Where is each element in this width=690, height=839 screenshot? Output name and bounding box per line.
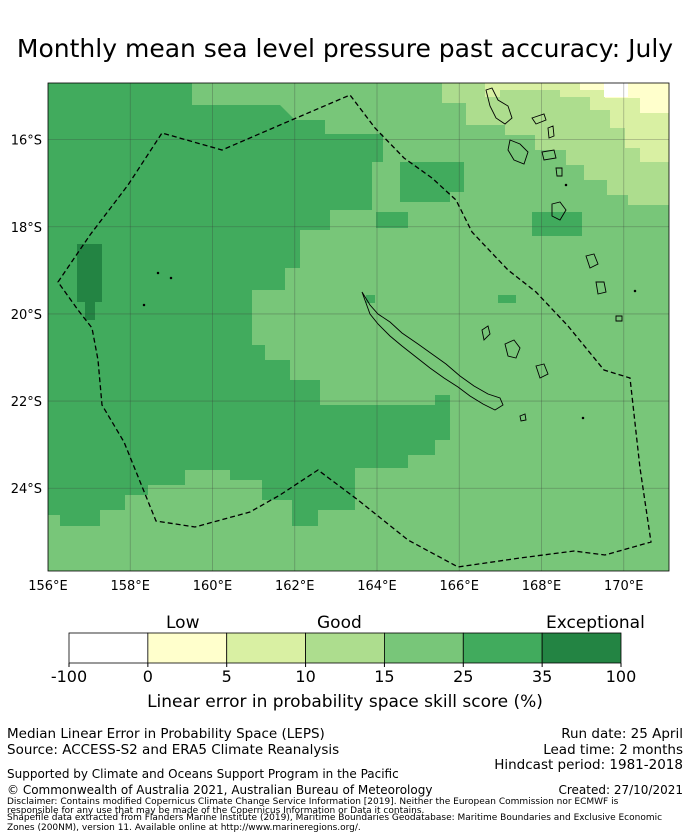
lat-tick-label: 18°S xyxy=(11,221,42,236)
colorbar-label: Linear error in probability space skill … xyxy=(147,692,543,712)
colorbar-tick-label: 5 xyxy=(221,667,232,686)
lon-tick-label: 160°E xyxy=(193,579,233,594)
lon-tick-label: 170°E xyxy=(604,579,644,594)
colorbar-segment xyxy=(226,632,306,664)
loyalty-island-ouvea xyxy=(481,325,491,341)
colorbar xyxy=(68,632,622,667)
lat-tick-label: 20°S xyxy=(11,308,42,323)
vanuatu-anatom xyxy=(615,315,623,322)
colorbar-segment xyxy=(541,632,622,664)
vanuatu-erromango xyxy=(585,253,599,269)
lon-tick-label: 164°E xyxy=(357,579,397,594)
colorbar-segment xyxy=(147,632,228,664)
copyright-text: © Commonwealth of Australia 2021, Austra… xyxy=(7,783,433,797)
source-text: Source: ACCESS-S2 and ERA5 Climate Reana… xyxy=(7,742,340,758)
colorbar-segment xyxy=(68,632,149,664)
colorbar-tick-label: 100 xyxy=(605,667,637,686)
vanuatu-espiritu-santo xyxy=(485,87,513,125)
vanuatu-ambrym xyxy=(541,149,557,161)
isle-of-pines xyxy=(519,413,527,422)
category-low: Low xyxy=(166,613,200,633)
disclaimer-line-2: responsible for any use that may be made… xyxy=(7,806,425,816)
lat-tick-label: 16°S xyxy=(11,134,42,149)
lon-tick-label: 168°E xyxy=(522,579,562,594)
colorbar-segment xyxy=(305,632,385,664)
created-date: Created: 27/10/2021 xyxy=(558,783,683,797)
new-caledonia-island xyxy=(361,291,504,411)
latitude-labels: 16°S 18°S 20°S 22°S 24°S xyxy=(11,134,42,498)
colorbar-tick-label: 35 xyxy=(531,667,553,686)
map-gridlines xyxy=(48,83,669,571)
category-exceptional: Exceptional xyxy=(546,613,645,633)
lon-tick-label: 166°E xyxy=(439,579,479,594)
colorbar-tick-label: 15 xyxy=(374,667,395,686)
disclaimer-line-3: Shapefile data extracted from Flanders M… xyxy=(7,813,663,823)
lead-time: Lead time: 2 months xyxy=(543,742,683,758)
vanuatu-tanna xyxy=(595,281,607,295)
support-text: Supported by Climate and Oceans Support … xyxy=(7,767,399,781)
colorbar-tick-label: 10 xyxy=(295,667,316,686)
vanuatu-efate xyxy=(551,201,567,221)
lon-tick-label: 158°E xyxy=(110,579,150,594)
colorbar-tick-label: 0 xyxy=(142,667,153,686)
skill-field xyxy=(48,83,669,571)
loyalty-island-lifou xyxy=(504,339,521,359)
lon-tick-label: 162°E xyxy=(275,579,315,594)
category-good: Good xyxy=(317,613,362,633)
longitude-labels: 156°E 158°E 160°E 162°E 164°E 166°E 168°E 170°E xyxy=(28,579,643,594)
vanuatu-epi xyxy=(555,167,563,177)
colorbar-segment xyxy=(462,632,543,664)
vanuatu-pentecost xyxy=(547,125,555,139)
colorbar-tick-label: 25 xyxy=(453,667,474,686)
lat-tick-label: 22°S xyxy=(11,395,42,410)
vanuatu-malakula xyxy=(507,139,529,165)
loyalty-island-mare xyxy=(535,363,549,379)
colorbar-tick-label: -100 xyxy=(50,667,88,686)
lon-tick-label: 156°E xyxy=(28,579,68,594)
hindcast-period: Hindcast period: 1981-2018 xyxy=(494,757,683,773)
lat-tick-label: 24°S xyxy=(11,482,42,497)
eez-boundary xyxy=(57,94,652,568)
map-title: Monthly mean sea level pressure past acc… xyxy=(16,34,674,63)
vanuatu-ambae xyxy=(531,113,547,125)
disclaimer-line-4: Zones (200NM), version 11. Available onl… xyxy=(7,823,361,833)
disclaimer-line-1: Disclaimer: Contains modified Copernicus… xyxy=(7,797,619,807)
method-text: Median Linear Error in Probability Space… xyxy=(7,726,325,742)
run-date: Run date: 25 April xyxy=(561,726,683,742)
coastlines xyxy=(142,87,637,422)
map-frame xyxy=(47,82,670,572)
colorbar-segment xyxy=(384,632,464,664)
